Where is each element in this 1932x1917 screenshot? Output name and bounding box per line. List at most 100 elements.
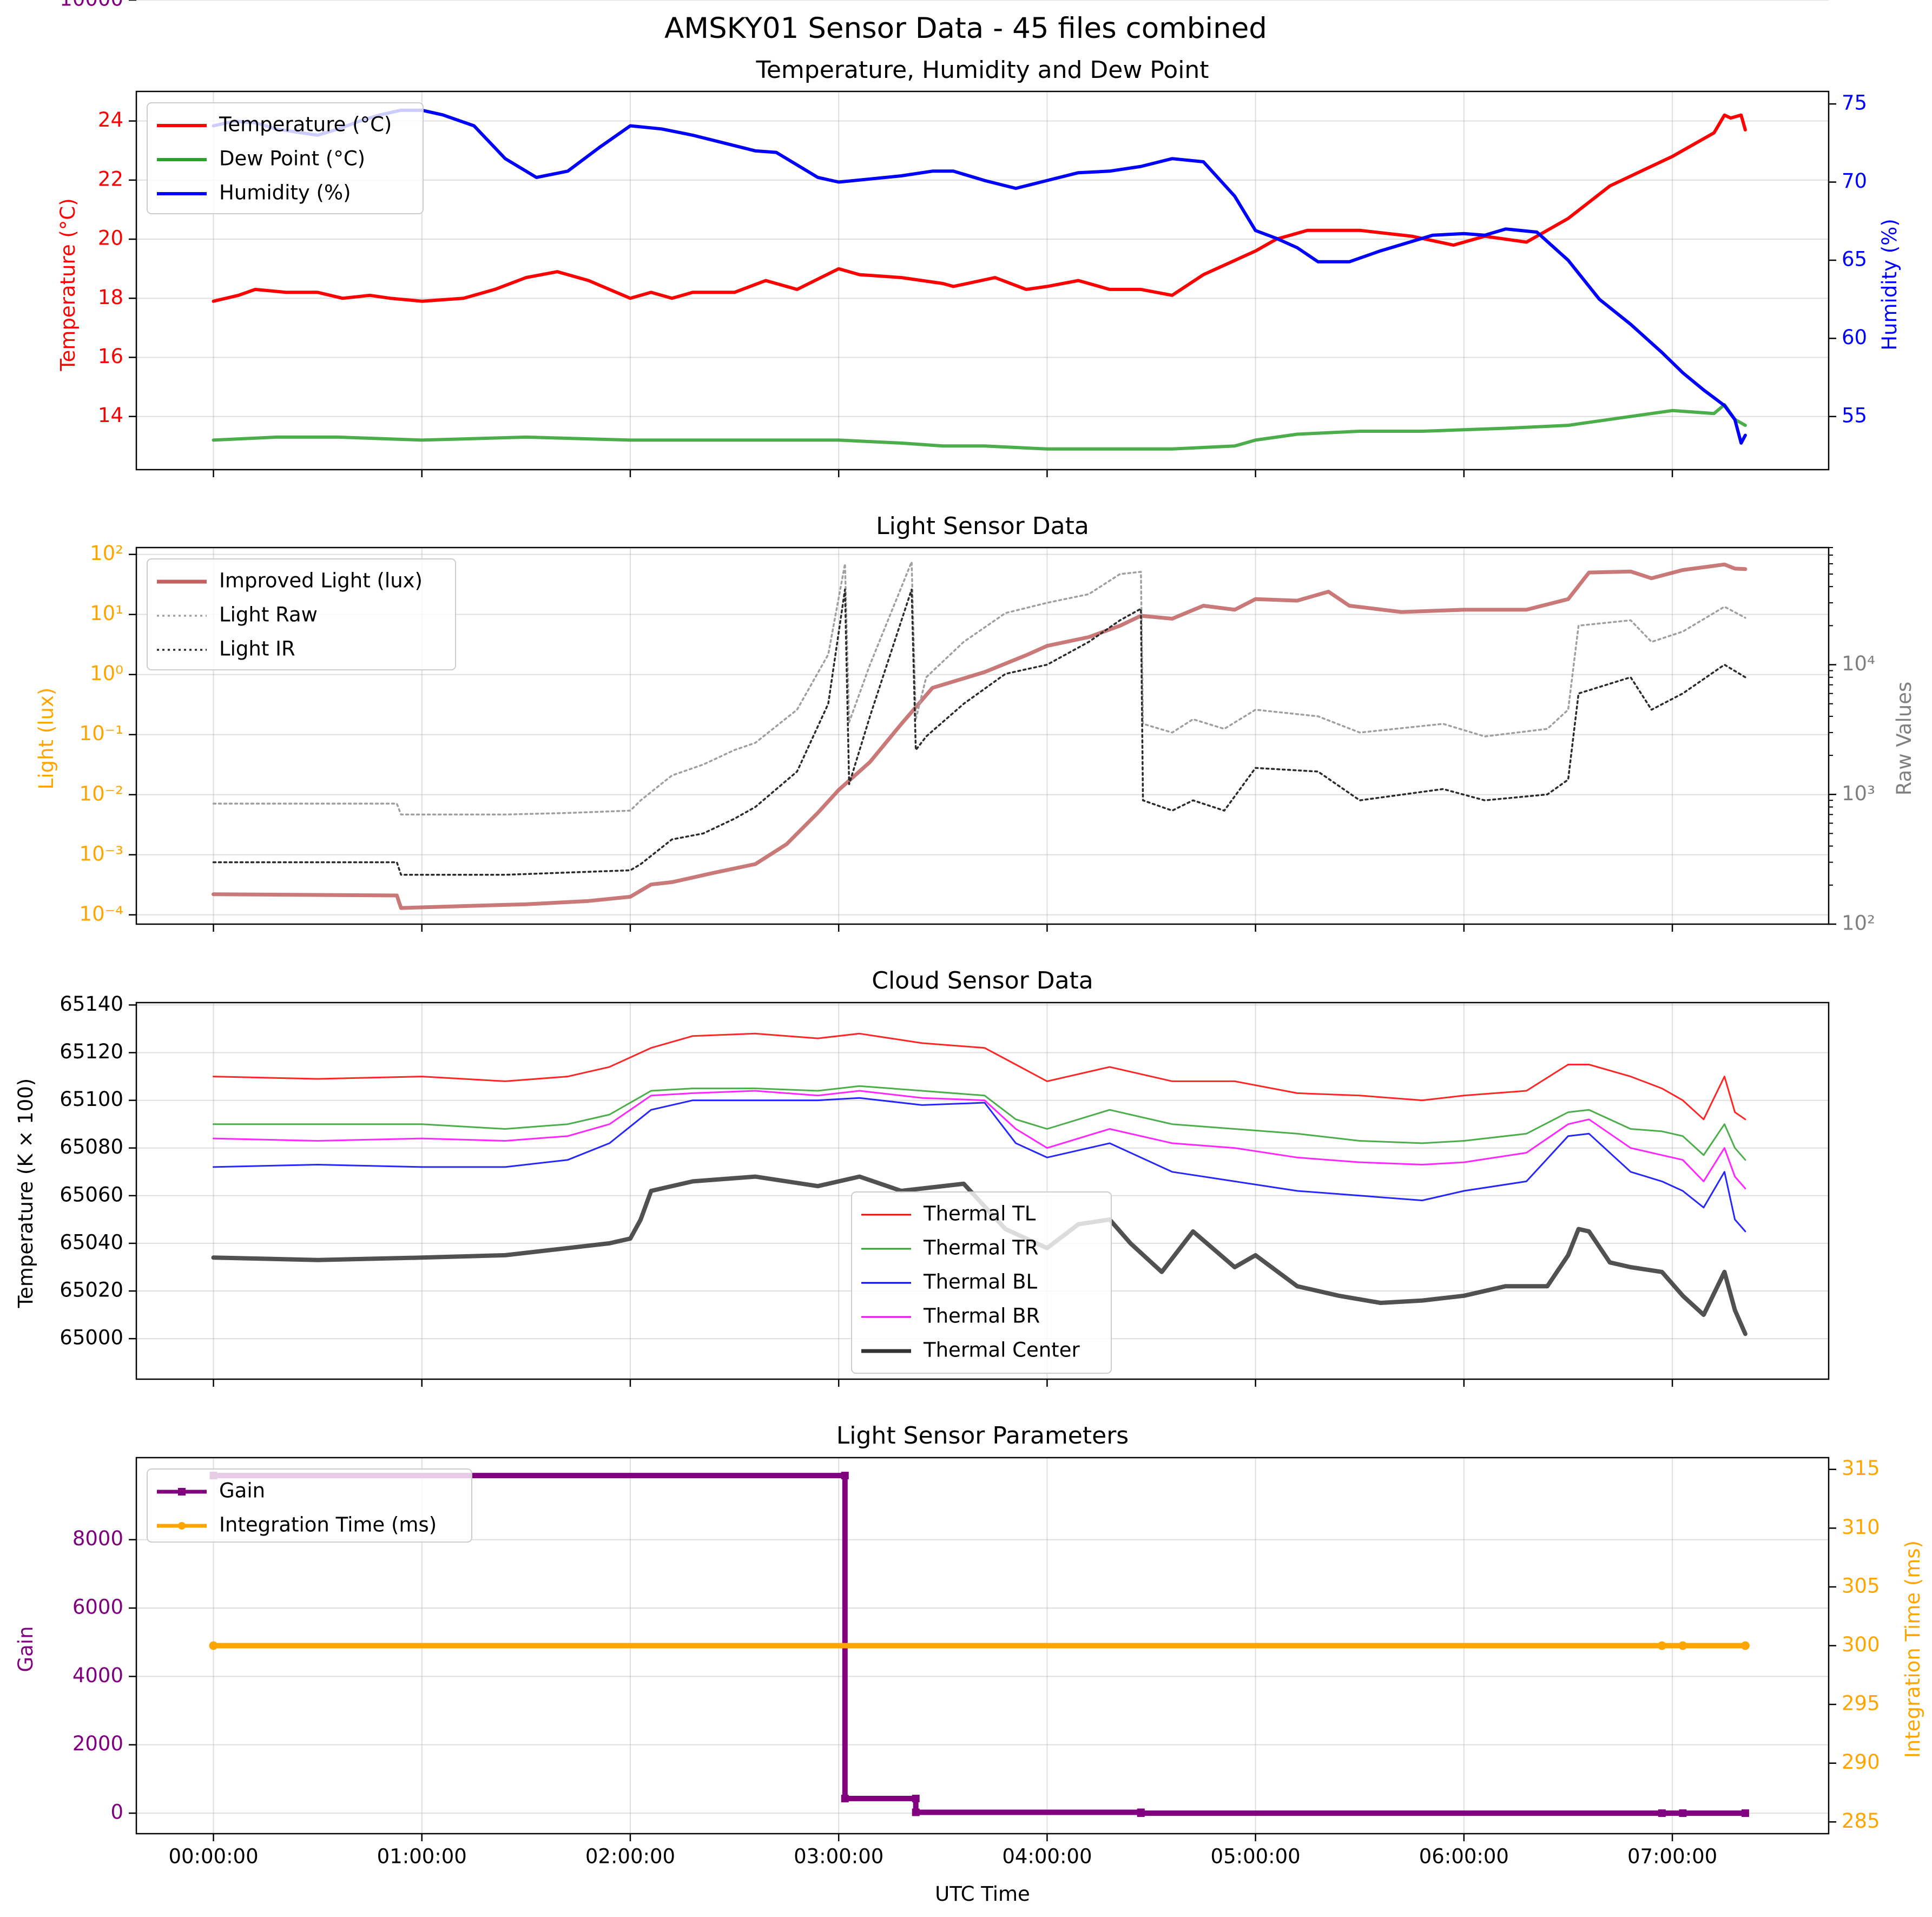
panel-title-cloud-sensor: Cloud Sensor Data (872, 967, 1093, 994)
y2-tick-label: 75 (1842, 91, 1867, 115)
series-point-gain (841, 1795, 849, 1803)
y-tick-label: 10000 (60, 0, 123, 11)
y-axis-label-gain: Gain (14, 1626, 37, 1672)
y-tick-label: 10¹ (90, 602, 123, 625)
legend-marker (178, 1522, 186, 1530)
y2-tick-label: 290 (1842, 1750, 1880, 1774)
series-line-thermal-br (213, 1090, 1746, 1190)
legend-label-thermal-center: Thermal Center (923, 1339, 1080, 1362)
series-point-integration-time-ms (1740, 1641, 1750, 1650)
x-tick-label: 00:00:00 (168, 1845, 258, 1868)
legend-light-sensor: Improved Light (lux) Light Raw Light IR (147, 558, 456, 670)
series-point-gain (1137, 1809, 1145, 1817)
y-tick-label: 65060 (60, 1183, 123, 1206)
x-tick-label: 05:00:00 (1211, 1845, 1301, 1868)
y2-tick-label: 300 (1842, 1633, 1880, 1656)
y-tick-label: 24 (98, 108, 123, 131)
x-tick-label: 03:00:00 (794, 1845, 883, 1868)
series-line-light-raw (212, 561, 1746, 816)
x-tick-label: 06:00:00 (1419, 1845, 1509, 1868)
y-tick-label: 65120 (60, 1040, 123, 1063)
x-tick-label: 02:00:00 (585, 1845, 675, 1868)
y2-tick-label: 70 (1842, 169, 1867, 193)
panel-title-light-parameters: Light Sensor Parameters (836, 1422, 1129, 1450)
y-tick-label: 65100 (60, 1088, 123, 1111)
y2-tick-label: 295 (1842, 1692, 1880, 1715)
legend-box (147, 102, 424, 214)
grid (136, 0, 1829, 1834)
y-axis-label-light: Light (lux) (35, 688, 58, 790)
y-axis-label-temperature: Temperature (°C) (56, 198, 80, 371)
y-tick-label: 65140 (60, 992, 123, 1016)
legend-light-parameters: Gain Integration Time (ms) (147, 1468, 472, 1543)
y-tick-label: 4000 (72, 1664, 123, 1687)
y-tick-label: 0 (110, 1801, 123, 1824)
y-tick-label: 65000 (60, 1326, 123, 1349)
legend-label-gain: Gain (219, 1479, 265, 1503)
series-line-thermal-tl (213, 1032, 1746, 1121)
y-tick-label: 18 (98, 286, 123, 309)
y2-axis-label-raw: Raw Values (1893, 682, 1916, 795)
y2-tick-label: 10⁴ (1842, 652, 1875, 675)
y2-tick-label: 310 (1842, 1516, 1880, 1539)
y2-axis-label-integration-time: Integration Time (ms) (1901, 1540, 1924, 1758)
temperature-humidity-panel: Temperature, Humidity and Dew Point Temp… (56, 56, 1901, 477)
series-point-gain (1741, 1809, 1749, 1817)
light-sensor-panel: Light Sensor Data Light (lux) Raw Values… (35, 512, 1916, 935)
y2-tick-label: 65 (1842, 247, 1867, 271)
series-line-light-ir (212, 588, 1746, 876)
y-tick-label: 6000 (72, 1596, 123, 1619)
legend-marker (178, 1488, 186, 1496)
legend-label-integration-time-ms: Integration Time (ms) (219, 1513, 437, 1537)
plot-area (209, 1472, 1750, 1817)
axes-frame (135, 1457, 1830, 1835)
y-tick-label: 20 (98, 227, 123, 250)
legend-box (147, 558, 456, 670)
series-line-thermal-bl (213, 1097, 1746, 1233)
grid (136, 548, 1829, 924)
legend-label-light-ir: Light IR (219, 637, 295, 661)
y-tick-label: 22 (98, 167, 123, 190)
y2-tick-label: 285 (1842, 1809, 1880, 1833)
series-line-thermal-center (211, 1174, 1748, 1336)
y-tick-label: 16 (98, 345, 123, 368)
legend-label-light-raw: Light Raw (219, 603, 318, 627)
y-tick-label: 65020 (60, 1279, 123, 1302)
panel-title-temperature-humidity: Temperature, Humidity and Dew Point (755, 56, 1209, 84)
y-axis-label-cloud-temperature: Temperature (K × 100) (14, 1078, 37, 1308)
legend-label-humidity: Humidity (%) (219, 181, 351, 205)
y-tick-label: 10² (90, 542, 123, 565)
legend-label-thermal-tl: Thermal TL (923, 1202, 1036, 1226)
series-point-gain (1658, 1809, 1666, 1817)
x-tick-label: 07:00:00 (1627, 1845, 1717, 1868)
legend-label-thermal-tr: Thermal TR (923, 1236, 1038, 1260)
plot-area (212, 561, 1748, 910)
y2-tick-label: 10³ (1842, 782, 1875, 805)
x-axis-label: UTC Time (935, 1882, 1030, 1906)
y2-tick-label: 305 (1842, 1574, 1880, 1597)
series-line-improved-light-lux (212, 562, 1748, 910)
y-tick-label: 10⁻² (80, 782, 123, 805)
series-point-gain (1679, 1809, 1687, 1817)
axes-frame (135, 90, 1830, 471)
y2-tick-label: 60 (1842, 326, 1867, 349)
y-tick-label: 2000 (72, 1732, 123, 1755)
y2-tick-label: 10² (1842, 912, 1875, 935)
series-point-integration-time-ms (1657, 1641, 1666, 1650)
series-point-integration-time-ms (209, 1641, 218, 1650)
y-tick-label: 10⁰ (90, 662, 123, 685)
series-point-gain (912, 1795, 920, 1803)
series-line-temperature-c (212, 113, 1747, 303)
y-tick-label: 8000 (72, 1527, 123, 1550)
legend-label-temperature-c: Temperature (°C) (219, 113, 392, 136)
axes-frame (135, 1002, 1830, 1380)
figure-title: AMSKY01 Sensor Data - 45 files combined (664, 12, 1267, 45)
legend-box (851, 1191, 1112, 1374)
y-tick-label: 10⁻⁴ (80, 902, 123, 925)
legend-temperature-humidity: Temperature (°C) Dew Point (°C) Humidity (… (147, 102, 424, 214)
light-parameters-panel: Light Sensor Parameters Gain Integration… (14, 0, 1924, 1868)
series-point-integration-time-ms (1678, 1641, 1687, 1650)
panel-title-light-sensor: Light Sensor Data (876, 512, 1089, 540)
